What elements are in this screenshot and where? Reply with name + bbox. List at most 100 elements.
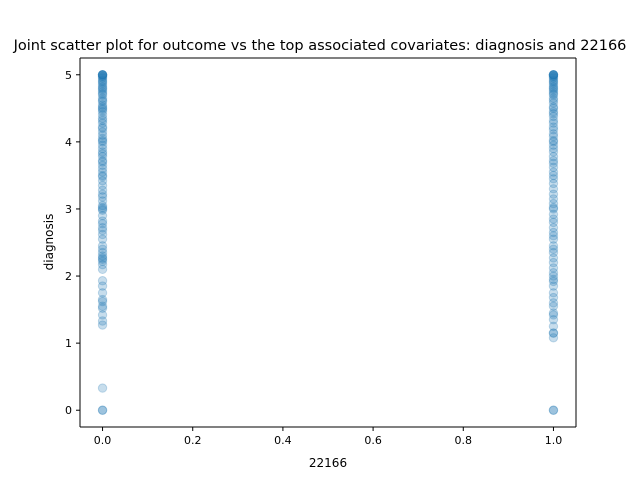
data-point	[97, 296, 108, 307]
data-point	[548, 84, 559, 95]
data-point	[97, 149, 108, 159]
data-point	[97, 157, 108, 167]
data-point	[548, 298, 559, 308]
data-point	[97, 160, 108, 171]
data-point	[97, 140, 108, 150]
data-point	[548, 167, 559, 177]
data-point	[548, 170, 559, 181]
data-point	[97, 70, 108, 80]
x-tick-label: 0.8	[455, 434, 473, 447]
data-point	[97, 320, 108, 330]
data-point	[97, 72, 108, 82]
data-point	[97, 75, 108, 85]
data-point	[97, 204, 108, 214]
data-point	[548, 217, 559, 228]
data-point	[548, 75, 559, 85]
data-point	[548, 76, 559, 87]
data-point	[97, 71, 108, 81]
data-point	[97, 192, 108, 202]
data-point	[548, 88, 559, 99]
data-point	[97, 102, 108, 112]
data-point	[97, 135, 108, 146]
data-point	[548, 143, 559, 154]
y-tick-label: 4	[65, 136, 72, 149]
data-point	[548, 155, 559, 166]
data-point	[97, 316, 108, 326]
data-point	[97, 202, 108, 213]
data-point	[548, 102, 559, 112]
data-point	[97, 70, 108, 80]
data-point	[548, 70, 559, 80]
data-point	[97, 264, 108, 275]
data-point	[97, 219, 108, 229]
data-point	[548, 90, 559, 100]
x-axis-ticks: 0.0 0.2 0.4 0.6 0.8 1.0	[94, 427, 562, 447]
data-point	[548, 184, 559, 194]
data-point	[97, 106, 108, 117]
data-point	[548, 247, 559, 258]
data-point	[548, 95, 559, 105]
data-point	[97, 155, 108, 166]
data-point	[97, 281, 108, 291]
data-point	[97, 70, 108, 80]
y-tick-label: 0	[65, 404, 72, 417]
data-point	[548, 158, 559, 169]
data-point	[548, 131, 559, 142]
data-point	[97, 189, 108, 199]
data-point	[548, 276, 559, 287]
data-point	[97, 82, 108, 92]
data-point	[97, 223, 108, 233]
x-tick-label: 1.0	[545, 434, 563, 447]
data-point	[548, 204, 559, 214]
data-point	[97, 256, 108, 266]
data-point	[97, 405, 108, 415]
data-point	[97, 147, 108, 157]
data-point	[548, 333, 559, 343]
data-point	[97, 244, 108, 254]
data-point	[548, 71, 559, 81]
data-point	[97, 103, 108, 114]
y-tick-label: 3	[65, 203, 72, 216]
data-point	[548, 267, 559, 278]
data-point	[97, 167, 108, 177]
data-point	[548, 194, 559, 204]
data-point	[548, 328, 559, 338]
data-point	[548, 310, 559, 320]
data-point	[548, 70, 559, 80]
data-point	[548, 83, 559, 93]
data-point	[97, 200, 108, 211]
data-points	[97, 70, 559, 415]
data-point	[548, 281, 559, 291]
data-point	[97, 70, 108, 80]
data-point	[97, 137, 108, 147]
data-point	[97, 76, 108, 87]
data-point	[548, 151, 559, 162]
data-point	[97, 115, 108, 126]
x-tick-label: 0.6	[364, 434, 382, 447]
data-point	[548, 174, 559, 184]
data-point	[97, 130, 108, 140]
y-tick-label: 5	[65, 69, 72, 82]
data-point	[548, 72, 559, 82]
data-point	[548, 178, 559, 189]
data-point	[548, 103, 559, 114]
data-point	[548, 70, 559, 80]
x-tick-label: 0.0	[94, 434, 112, 447]
axes-frame	[79, 57, 577, 428]
data-point	[97, 127, 108, 137]
data-point	[548, 271, 559, 281]
data-point	[548, 288, 559, 298]
data-point	[548, 129, 559, 139]
plot-area	[80, 58, 576, 427]
data-point	[548, 244, 559, 254]
data-point	[97, 196, 108, 206]
y-tick-label: 2	[65, 270, 72, 283]
data-point	[548, 308, 559, 318]
data-point	[97, 80, 108, 90]
data-point	[97, 122, 108, 132]
data-point	[548, 118, 559, 128]
data-point	[97, 229, 108, 240]
data-point	[97, 88, 108, 99]
data-point	[97, 276, 108, 286]
data-point	[548, 137, 559, 147]
